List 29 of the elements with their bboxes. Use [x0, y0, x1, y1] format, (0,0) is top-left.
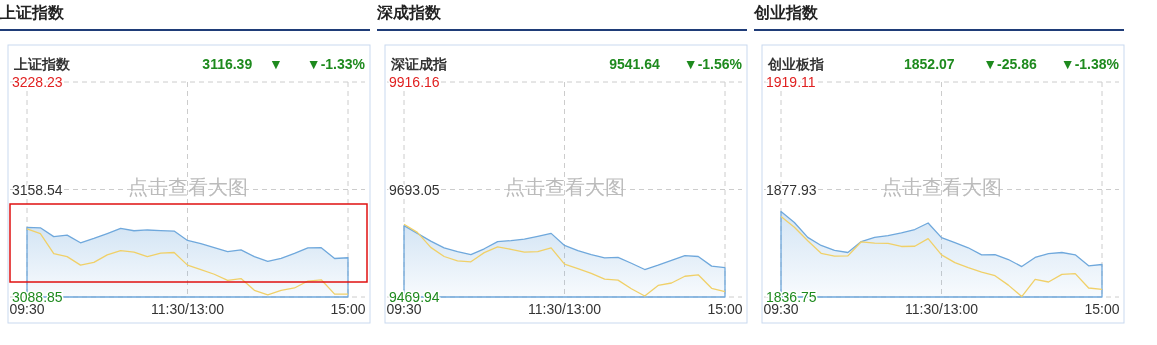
annotation: 点击查看大图 [504, 176, 625, 198]
text: ▼ [268, 56, 283, 72]
text: ▼-25.86 [983, 56, 1037, 72]
text: ▼-1.33% [306, 56, 366, 72]
chart-subtitle: 创业板指 [767, 56, 824, 72]
x-tick-label: 15:00 [707, 301, 743, 317]
chart-title: 深成指数 [376, 4, 442, 21]
y-tick-label: 1877.93 [766, 181, 817, 198]
y-tick-label: 9916.16 [389, 74, 440, 90]
annotation: 点击查看大图 [127, 176, 248, 198]
x-tick-label: 15:00 [1084, 301, 1120, 317]
text: ▼-1.38% [1060, 56, 1120, 72]
x-tick-label: 11:30/13:00 [151, 301, 225, 317]
x-tick-label: 15:00 [330, 301, 366, 317]
y-tick-label: 9693.05 [389, 181, 440, 198]
chart-title: 上证指数 [0, 4, 65, 21]
y-tick-label: 1919.11 [766, 74, 816, 90]
annotation: 点击查看大图 [881, 176, 1002, 198]
y-tick-label: 3228.23 [12, 74, 63, 90]
x-tick-label: 11:30/13:00 [528, 301, 602, 317]
chart-subtitle: 上证指数 [13, 56, 71, 72]
text: 3116.39 [202, 56, 253, 72]
x-tick-label: 11:30/13:00 [905, 301, 979, 317]
text: 9541.64 [609, 56, 661, 72]
text: ▼-1.56% [683, 56, 743, 72]
chart-title: 创业指数 [753, 4, 819, 21]
chart-subtitle: 深证成指 [390, 56, 447, 72]
text: 1852.07 [903, 56, 955, 72]
y-tick-label: 3158.54 [12, 181, 63, 198]
